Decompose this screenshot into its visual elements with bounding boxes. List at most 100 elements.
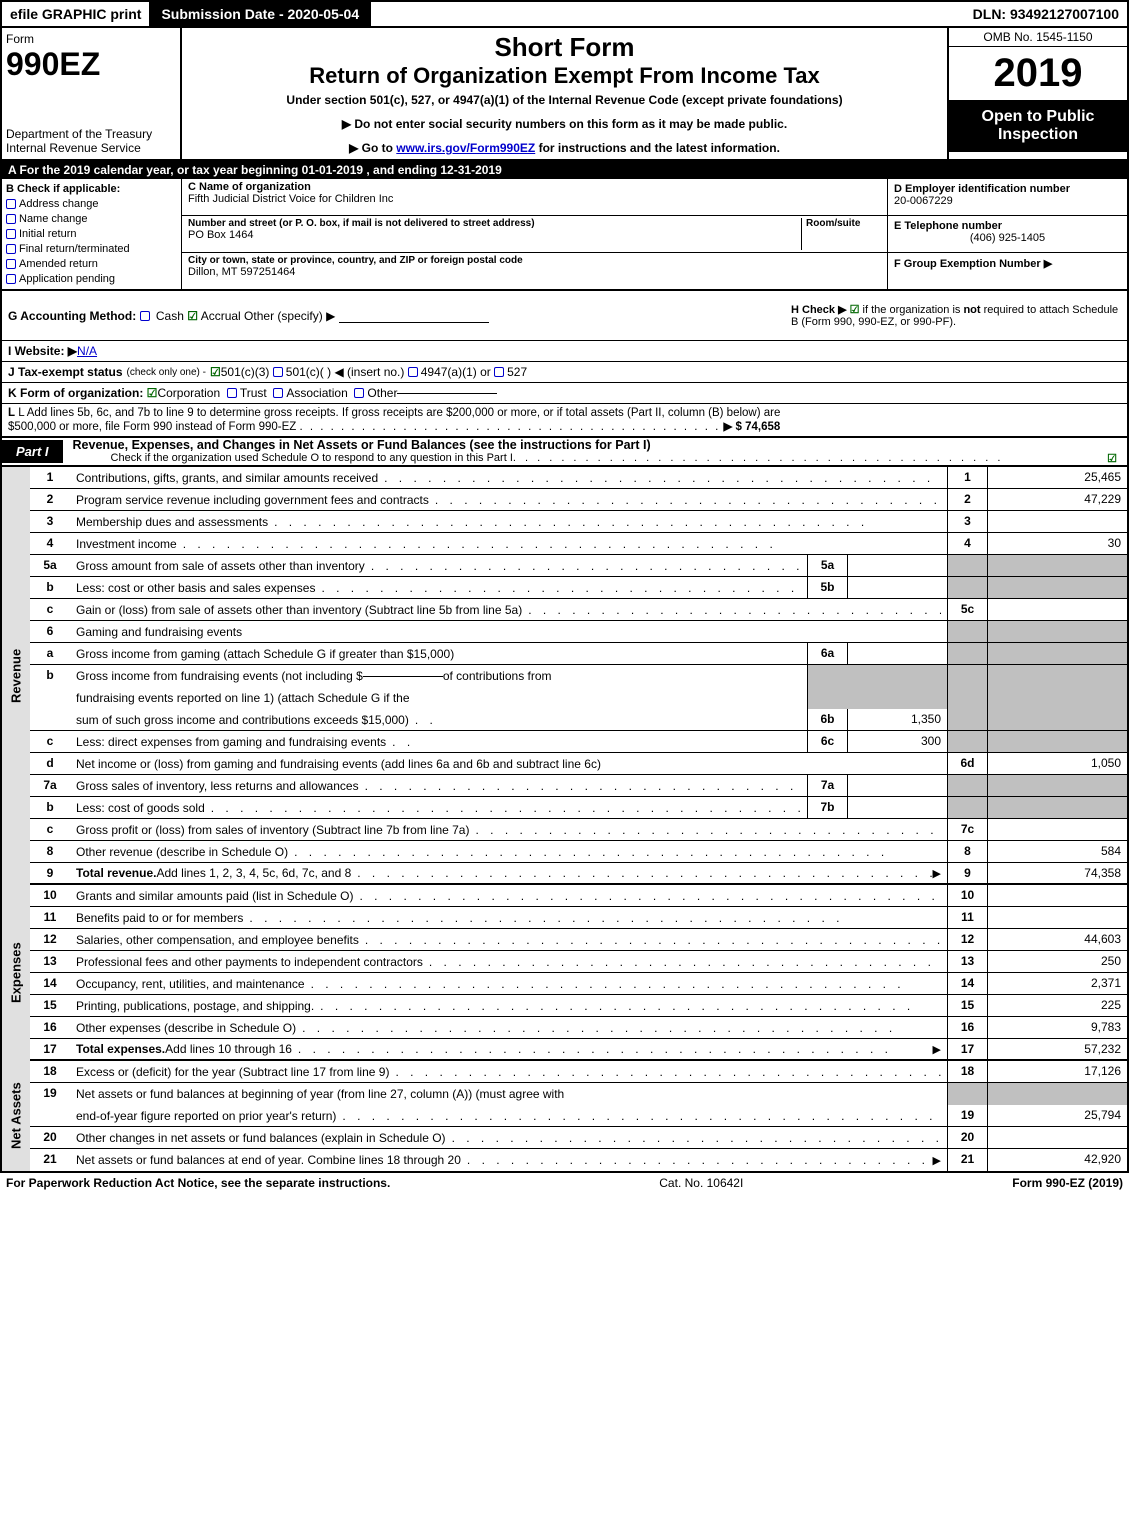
public-inspection: Open to Public Inspection <box>949 100 1127 152</box>
checkbox-icon <box>6 244 16 254</box>
k-label: K Form of organization: <box>8 386 143 400</box>
footer-left: For Paperwork Reduction Act Notice, see … <box>6 1176 390 1190</box>
checkbox-icon[interactable] <box>354 388 364 398</box>
h-notice: H Check ▶ ☑ if the organization is not r… <box>781 303 1121 328</box>
footer-center: Cat. No. 10642I <box>659 1176 743 1190</box>
room-label: Room/suite <box>806 218 881 229</box>
line-18: 18 Excess or (deficit) for the year (Sub… <box>30 1061 1127 1083</box>
check-icon: ☑ <box>147 386 158 400</box>
phone-value: (406) 925-1405 <box>894 232 1121 244</box>
j-label: J Tax-exempt status <box>8 365 123 379</box>
checkbox-icon[interactable] <box>273 367 283 377</box>
checkbox-icon <box>6 214 16 224</box>
line-4: 4 Investment income. . . . . . . . . . .… <box>30 533 1127 555</box>
ein-label: D Employer identification number <box>894 183 1121 195</box>
line-10: 10 Grants and similar amounts paid (list… <box>30 885 1127 907</box>
top-bar: efile GRAPHIC print Submission Date - 20… <box>0 0 1129 28</box>
checkbox-icon[interactable] <box>227 388 237 398</box>
org-name-row: C Name of organization Fifth Judicial Di… <box>182 179 887 216</box>
line-9: 9 Total revenue. Add lines 1, 2, 3, 4, 5… <box>30 863 1127 885</box>
line-19-2: end-of-year figure reported on prior yea… <box>30 1105 1127 1127</box>
row-g-h: G Accounting Method: Cash ☑ Accrual Othe… <box>0 291 1129 341</box>
l-amount: ▶ $ 74,658 <box>724 421 781 433</box>
line-5c: c Gain or (loss) from sale of assets oth… <box>30 599 1127 621</box>
inst2-pre: ▶ Go to <box>349 141 396 155</box>
line-11: 11 Benefits paid to or for members. . . … <box>30 907 1127 929</box>
row-j-tax-exempt: J Tax-exempt status (check only one) - ☑… <box>0 362 1129 383</box>
h-label: H Check ▶ <box>791 304 847 316</box>
form-label: Form <box>6 32 176 46</box>
department: Department of the Treasury Internal Reve… <box>6 127 176 155</box>
city-label: City or town, state or province, country… <box>188 255 881 266</box>
line-5a: 5a Gross amount from sale of assets othe… <box>30 555 1127 577</box>
form-header: Form 990EZ Department of the Treasury In… <box>0 28 1129 161</box>
line-6d: d Net income or (loss) from gaming and f… <box>30 753 1127 775</box>
org-city-row: City or town, state or province, country… <box>182 253 887 289</box>
org-address-row: Number and street (or P. O. box, if mail… <box>182 216 887 253</box>
check-icon: ☑ <box>187 309 198 323</box>
part1-label: Part I <box>2 440 63 463</box>
subtitle: Under section 501(c), 527, or 4947(a)(1)… <box>186 93 943 107</box>
netassets-section: Net Assets 18 Excess or (deficit) for th… <box>2 1061 1127 1171</box>
org-address: PO Box 1464 <box>188 229 801 241</box>
org-city: Dillon, MT 597251464 <box>188 266 881 278</box>
page-footer: For Paperwork Reduction Act Notice, see … <box>0 1173 1129 1193</box>
line-6b-1: b Gross income from fundraising events (… <box>30 665 1127 687</box>
footer-right: Form 990-EZ (2019) <box>1012 1176 1123 1190</box>
line-6a: a Gross income from gaming (attach Sched… <box>30 643 1127 665</box>
tax-year-period: A For the 2019 calendar year, or tax yea… <box>0 161 1129 179</box>
part1-header: Part I Revenue, Expenses, and Changes in… <box>0 438 1129 467</box>
org-name: Fifth Judicial District Voice for Childr… <box>188 193 881 205</box>
irs-link[interactable]: www.irs.gov/Form990EZ <box>396 141 535 155</box>
check-icon: ☑ <box>210 365 221 379</box>
dept-irs: Internal Revenue Service <box>6 141 176 155</box>
phone-cell: E Telephone number (406) 925-1405 <box>888 216 1127 253</box>
other-org-input[interactable] <box>397 393 497 394</box>
checkbox-icon <box>6 229 16 239</box>
check-name-change[interactable]: Name change <box>6 213 177 225</box>
part1-table: Revenue 1 Contributions, gifts, grants, … <box>0 467 1129 1173</box>
other-input-line[interactable] <box>339 322 489 323</box>
contrib-input[interactable] <box>363 676 443 677</box>
website-value[interactable]: N/A <box>77 344 97 358</box>
line-7a: 7a Gross sales of inventory, less return… <box>30 775 1127 797</box>
check-final-return[interactable]: Final return/terminated <box>6 243 177 255</box>
section-def: D Employer identification number 20-0067… <box>887 179 1127 289</box>
dln: DLN: 93492127007100 <box>965 2 1127 26</box>
netassets-side-label: Net Assets <box>2 1061 30 1171</box>
title-short-form: Short Form <box>186 32 943 63</box>
checkbox-icon[interactable] <box>140 311 150 321</box>
section-b: B Check if applicable: Address change Na… <box>2 179 182 289</box>
g-accounting: G Accounting Method: Cash ☑ Accrual Othe… <box>8 309 489 323</box>
check-initial-return[interactable]: Initial return <box>6 228 177 240</box>
check-address-change[interactable]: Address change <box>6 198 177 210</box>
row-k-form-org: K Form of organization: ☑ Corporation Tr… <box>0 383 1129 404</box>
org-info-grid: B Check if applicable: Address change Na… <box>0 179 1129 291</box>
line-20: 20 Other changes in net assets or fund b… <box>30 1127 1127 1149</box>
checkbox-icon[interactable] <box>494 367 504 377</box>
section-c: C Name of organization Fifth Judicial Di… <box>182 179 887 289</box>
revenue-section: Revenue 1 Contributions, gifts, grants, … <box>2 467 1127 885</box>
check-application-pending[interactable]: Application pending <box>6 273 177 285</box>
line-19-1: 19 Net assets or fund balances at beginn… <box>30 1083 1127 1105</box>
checkbox-icon[interactable] <box>408 367 418 377</box>
ein-value: 20-0067229 <box>894 195 1121 207</box>
omb-number: OMB No. 1545-1150 <box>949 28 1127 47</box>
inst2-post: for instructions and the latest informat… <box>535 141 780 155</box>
instruction-2: ▶ Go to www.irs.gov/Form990EZ for instru… <box>186 141 943 155</box>
revenue-side-label: Revenue <box>2 467 30 885</box>
line-6: 6 Gaming and fundraising events <box>30 621 1127 643</box>
dept-treasury: Department of the Treasury <box>6 127 176 141</box>
line-5b: b Less: cost or other basis and sales ex… <box>30 577 1127 599</box>
part1-check-o: Check if the organization used Schedule … <box>63 452 1127 465</box>
checkbox-icon <box>6 274 16 284</box>
check-amended[interactable]: Amended return <box>6 258 177 270</box>
addr-label: Number and street (or P. O. box, if mail… <box>188 218 801 229</box>
submission-date: Submission Date - 2020-05-04 <box>149 2 371 26</box>
line-2: 2 Program service revenue including gove… <box>30 489 1127 511</box>
group-label: F Group Exemption Number ▶ <box>894 257 1121 270</box>
efile-label[interactable]: efile GRAPHIC print <box>2 2 149 26</box>
line-6b-2: fundraising events reported on line 1) (… <box>30 687 1127 709</box>
line-1: 1 Contributions, gifts, grants, and simi… <box>30 467 1127 489</box>
checkbox-icon[interactable] <box>273 388 283 398</box>
